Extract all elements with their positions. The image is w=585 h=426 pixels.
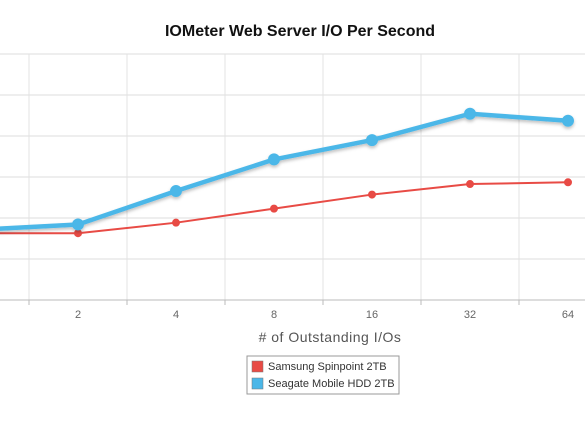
legend-box bbox=[246, 355, 400, 395]
data-point-0-1 bbox=[74, 229, 82, 238]
legend-swatch-seagate bbox=[251, 377, 264, 390]
data-point-1-3 bbox=[268, 153, 280, 166]
series-0 bbox=[0, 178, 572, 238]
x-tick-label-2: 2 bbox=[75, 309, 81, 321]
legend: Samsung Spinpoint 2TB Seagate Mobile HDD… bbox=[246, 355, 400, 395]
grid bbox=[0, 53, 585, 305]
legend-swatch-samsung bbox=[251, 360, 264, 373]
series-line-0 bbox=[0, 181, 569, 235]
series-1 bbox=[0, 107, 574, 231]
data-point-0-4 bbox=[368, 190, 376, 199]
data-point-1-5 bbox=[464, 107, 476, 120]
data-point-0-3 bbox=[270, 204, 278, 213]
x-tick-label-32: 32 bbox=[464, 309, 476, 321]
x-tick-label-8: 8 bbox=[271, 309, 277, 321]
series-layer bbox=[0, 107, 574, 238]
data-point-0-2 bbox=[172, 218, 180, 227]
data-point-1-6 bbox=[562, 114, 574, 127]
legend-label-samsung: Samsung Spinpoint 2TB bbox=[268, 361, 387, 373]
x-tick-label-64: 64 bbox=[562, 309, 574, 321]
data-point-0-6 bbox=[564, 178, 572, 187]
x-tick-label-4: 4 bbox=[173, 309, 179, 321]
data-point-0-5 bbox=[466, 180, 474, 189]
x-axis-label: # of Outstanding I/Os bbox=[259, 329, 402, 345]
chart-title: IOMeter Web Server I/O Per Second bbox=[165, 23, 435, 40]
series-line-1 bbox=[0, 111, 571, 231]
x-tick-label-16: 16 bbox=[366, 309, 378, 321]
legend-label-seagate: Seagate Mobile HDD 2TB bbox=[268, 378, 395, 390]
data-point-1-4 bbox=[366, 134, 378, 147]
data-point-1-2 bbox=[170, 185, 182, 198]
x-tick-labels: 2 4 8 16 32 64 bbox=[75, 309, 574, 321]
data-point-1-1 bbox=[72, 218, 84, 231]
